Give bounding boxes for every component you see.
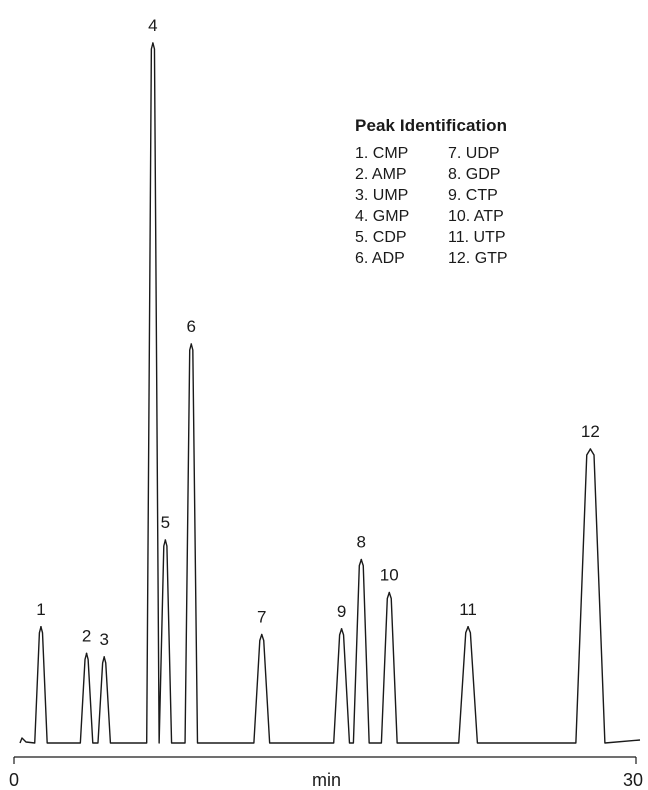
legend-entry: 11. UTP bbox=[448, 229, 506, 246]
legend-entries: 1. CMP 7. UDP 2. AMP 8. GDP 3. UMP 9. CT… bbox=[355, 145, 575, 268]
legend-title: Peak Identification bbox=[355, 116, 508, 135]
chromatogram-trace bbox=[19, 42, 641, 744]
peak-apex-1 bbox=[40, 626, 42, 628]
peak-label-11: 11 bbox=[459, 600, 477, 619]
legend-entry: 4. GMP bbox=[355, 208, 410, 225]
x-tick-label-start: 0 bbox=[9, 770, 19, 790]
trace-layer bbox=[19, 42, 641, 744]
legend-entry: 1. CMP bbox=[355, 145, 409, 162]
peak-label-12: 12 bbox=[581, 422, 600, 441]
peak-apex-3 bbox=[103, 656, 105, 658]
legend-entry: 12. GTP bbox=[448, 250, 508, 267]
peak-label-4: 4 bbox=[148, 16, 157, 35]
peak-apex-9 bbox=[340, 628, 343, 630]
peak-label-7: 7 bbox=[257, 608, 266, 627]
peak-label-3: 3 bbox=[99, 630, 108, 649]
legend-entry: 10. ATP bbox=[448, 208, 504, 225]
peak-legend: Peak Identification 1. CMP 7. UDP 2. AMP… bbox=[355, 116, 575, 268]
legend-entry: 7. UDP bbox=[448, 145, 500, 162]
peak-apex-11 bbox=[467, 626, 469, 628]
peak-apex-7 bbox=[260, 633, 263, 636]
x-axis-label: min bbox=[312, 770, 341, 790]
peak-label-9: 9 bbox=[337, 602, 346, 621]
legend-entry: 5. CDP bbox=[355, 229, 407, 246]
peak-label-5: 5 bbox=[161, 513, 170, 532]
peak-apex-6 bbox=[190, 343, 193, 345]
legend-entry: 6. ADP bbox=[355, 250, 405, 267]
x-tick-label-end: 30 bbox=[623, 770, 643, 790]
legend-entry: 8. GDP bbox=[448, 166, 501, 183]
legend-entry: 3. UMP bbox=[355, 187, 409, 204]
peak-apex-4 bbox=[152, 42, 154, 44]
peak-apex-2 bbox=[85, 652, 88, 655]
peak-label-8: 8 bbox=[357, 533, 366, 552]
peak-label-1: 1 bbox=[36, 600, 45, 619]
legend-entry: 9. CTP bbox=[448, 187, 498, 204]
peak-label-2: 2 bbox=[82, 626, 91, 645]
peak-apex-5 bbox=[164, 539, 167, 541]
peak-label-6: 6 bbox=[187, 317, 196, 336]
legend-entry: 2. AMP bbox=[355, 166, 407, 183]
peak-apex-12 bbox=[589, 448, 592, 450]
peak-label-10: 10 bbox=[380, 566, 399, 585]
peak-apex-10 bbox=[388, 591, 391, 594]
peak-apex-8 bbox=[360, 558, 363, 561]
